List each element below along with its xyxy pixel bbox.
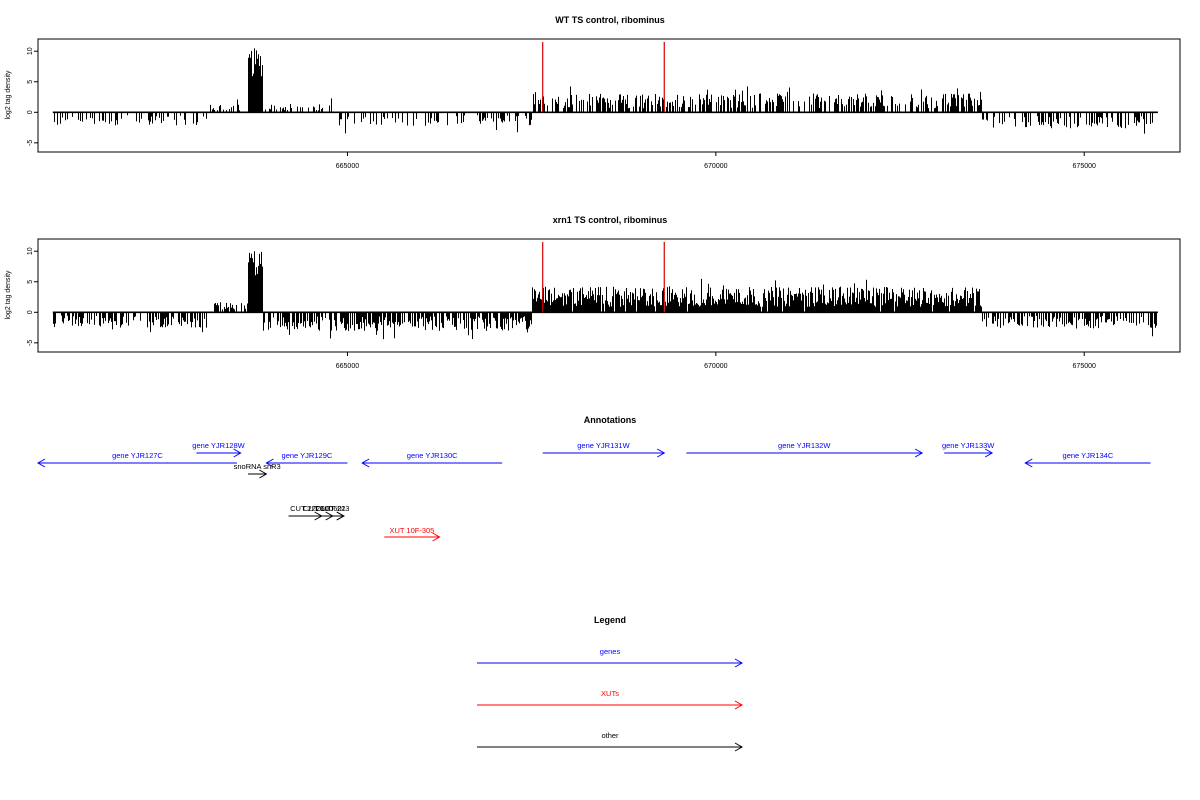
legend-title: Legend	[594, 615, 626, 625]
feature-arrow: gene YJR131W	[542, 441, 666, 458]
panel-title: xrn1 TS control, ribominus	[553, 215, 668, 225]
feature-arrow: gene YJR129C	[265, 451, 348, 468]
feature-label: XUT 10F-305	[389, 526, 434, 535]
feature-arrow: gene YJR133W	[942, 441, 995, 458]
feature-arrow: gene YJR128W	[192, 441, 246, 458]
feature-label: gene YJR128W	[192, 441, 245, 450]
arrow-head	[984, 448, 994, 458]
y-tick-label: 0	[27, 110, 34, 114]
x-tick-label: 665000	[336, 163, 359, 170]
arrow-head	[36, 458, 46, 468]
feature-arrow: snoRNA snR3	[234, 462, 281, 479]
arrow-head	[233, 448, 242, 458]
arrow-head	[432, 532, 441, 542]
feature-label: CUT 222	[290, 504, 320, 513]
y-tick-label: 10	[27, 47, 34, 55]
legend-label: XUTs	[601, 689, 619, 698]
feature-label: CUT 600	[303, 504, 333, 513]
plot-frame	[37, 38, 1181, 153]
y-axis-label: log2 tag density	[5, 270, 12, 320]
legend-label: genes	[600, 647, 621, 656]
xrn1-density-panel: xrn1 TS control, ribominus log2 tag dens…	[5, 215, 1181, 370]
feature-label: gene YJR130C	[407, 451, 458, 460]
arrow-head	[336, 511, 345, 521]
y-tick-label: 5	[27, 280, 34, 284]
x-tick-label: 670000	[704, 363, 727, 370]
arrow-head	[914, 448, 924, 458]
y-tick-label: -5	[27, 140, 34, 146]
legend-arrow-head	[734, 658, 744, 668]
arrow-head	[1024, 458, 1033, 468]
y-axis-label: log2 tag density	[5, 70, 12, 120]
wt-density-panel: WT TS control, ribominus log2 tag densit…	[5, 15, 1181, 170]
x-tick-label: 675000	[1073, 163, 1096, 170]
feature-arrow: XUT 10F-305	[384, 526, 441, 542]
feature-label: CUT 223	[320, 504, 350, 513]
feature-label: gene YJR133W	[942, 441, 995, 450]
feature-label: gene YJR127C	[112, 451, 163, 460]
x-tick-label: 670000	[704, 163, 727, 170]
density-bars	[54, 48, 1153, 134]
legend-item: genes	[477, 647, 744, 668]
feature-arrow: gene YJR130C	[361, 451, 503, 468]
arrow-head	[361, 458, 370, 468]
feature-arrow: gene YJR127C	[36, 451, 237, 468]
feature-label: snoRNA snR3	[234, 462, 281, 471]
y-tick-label: 0	[27, 310, 34, 314]
plot-frame	[37, 238, 1181, 353]
annotations-panel: Annotations gene YJR127C gene YJR128W gene…	[36, 415, 1151, 542]
panel-title: WT TS control, ribominus	[555, 15, 665, 25]
annotations-title: Annotations	[584, 415, 637, 425]
x-tick-label: 675000	[1073, 363, 1096, 370]
legend-item: other	[477, 731, 744, 752]
density-bars	[53, 251, 1157, 340]
feature-label: gene YJR132W	[778, 441, 831, 450]
feature-label: gene YJR131W	[577, 441, 630, 450]
y-tick-label: 5	[27, 80, 34, 84]
feature-label: CUT 601	[316, 504, 346, 513]
legend-arrow-head	[734, 742, 744, 752]
legend-label: other	[601, 731, 619, 740]
x-tick-label: 665000	[336, 363, 359, 370]
feature-label: gene YJR129C	[282, 451, 333, 460]
y-tick-label: 10	[27, 247, 34, 255]
legend-arrow-head	[734, 700, 744, 710]
feature-label: gene YJR134C	[1063, 451, 1114, 460]
feature-arrow: gene YJR132W	[686, 441, 924, 458]
arrow-head	[657, 448, 666, 458]
legend-panel: Legend genes XUTs other	[477, 615, 744, 752]
arrow-head	[265, 458, 274, 468]
y-tick-label: -5	[27, 340, 34, 346]
arrow-head	[259, 469, 268, 479]
feature-arrow: gene YJR134C	[1024, 451, 1151, 468]
feature-arrow: CUT 223	[320, 504, 350, 521]
legend-item: XUTs	[477, 689, 744, 710]
